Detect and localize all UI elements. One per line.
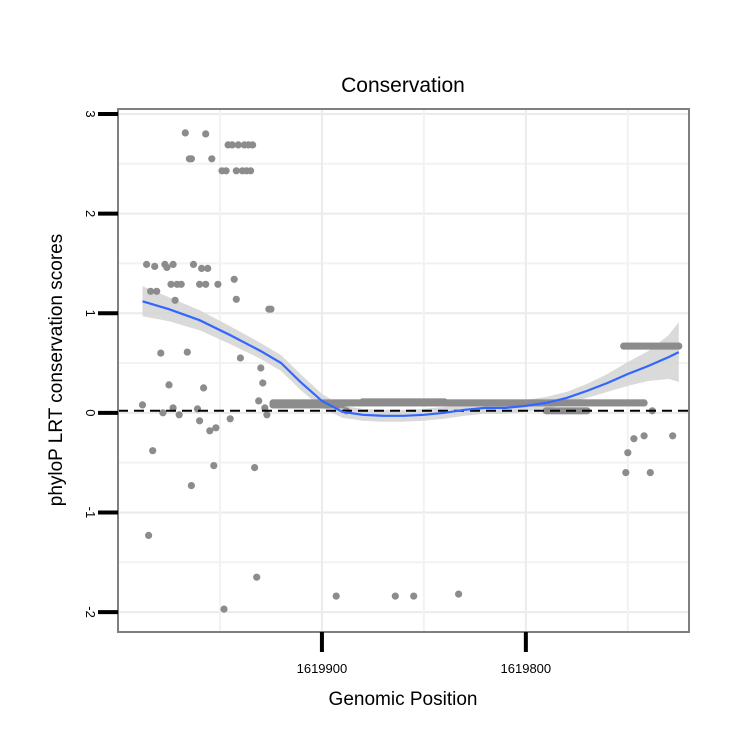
data-point	[208, 155, 216, 163]
data-point	[230, 275, 238, 283]
data-point	[440, 398, 448, 406]
y-tick-label: 2	[83, 210, 98, 217]
data-point	[204, 264, 212, 272]
data-point	[455, 590, 463, 598]
smooth-trend-line	[142, 300, 680, 417]
data-point	[332, 592, 340, 600]
data-point	[183, 348, 191, 356]
data-point	[175, 411, 183, 419]
data-point	[200, 384, 208, 392]
data-point	[165, 381, 173, 389]
data-point	[145, 531, 153, 540]
data-point	[187, 155, 195, 163]
data-point	[232, 167, 240, 175]
data-point	[675, 342, 683, 350]
data-point	[206, 427, 214, 435]
smooth-line	[142, 300, 680, 417]
y-tick-label: -1	[83, 507, 98, 519]
data-point	[202, 130, 210, 138]
data-point	[640, 432, 648, 440]
data-point	[222, 167, 230, 175]
data-point	[210, 462, 218, 470]
data-point	[410, 592, 418, 600]
data-point	[226, 415, 234, 423]
data-point	[646, 469, 654, 477]
data-point	[177, 280, 185, 288]
data-point	[138, 401, 147, 409]
data-point	[159, 409, 167, 417]
data-point	[198, 264, 206, 272]
data-point	[338, 401, 346, 409]
data-point	[236, 354, 244, 362]
data-point	[143, 260, 151, 268]
plot-background	[118, 109, 689, 632]
data-point	[255, 397, 263, 405]
x-axis-title: Genomic Position	[329, 689, 478, 710]
data-point	[181, 129, 189, 137]
data-point	[391, 592, 399, 600]
data-point	[171, 296, 179, 304]
data-point	[263, 411, 271, 419]
data-point	[151, 262, 159, 270]
y-axis-title: phyloP LRT conservation scores	[46, 234, 67, 507]
data-point	[234, 141, 242, 149]
data-point	[249, 141, 257, 149]
data-point	[157, 349, 165, 357]
data-point	[149, 447, 157, 455]
data-point	[259, 379, 267, 387]
data-point	[147, 287, 155, 295]
data-point	[220, 605, 228, 613]
y-axis: -2 -1 0 1 2 3	[83, 110, 118, 618]
data-point	[630, 435, 638, 443]
x-tick-label: 1619800	[501, 661, 552, 676]
x-tick-label: 1619900	[297, 661, 348, 676]
data-point	[153, 287, 161, 295]
data-point	[167, 280, 175, 288]
data-point	[214, 280, 222, 288]
data-point	[202, 280, 210, 288]
data-point	[169, 260, 177, 268]
data-point	[212, 424, 220, 432]
plot-border	[117, 108, 690, 633]
data-point	[253, 573, 261, 581]
y-tick-label: 3	[83, 110, 98, 117]
chart-title: Conservation	[341, 74, 465, 97]
data-point	[232, 295, 240, 303]
data-point	[228, 141, 236, 149]
y-tick-label: -2	[83, 606, 98, 618]
data-points	[138, 129, 683, 613]
data-point	[624, 449, 632, 457]
data-point	[267, 305, 275, 313]
data-point	[247, 167, 255, 175]
grid	[118, 109, 689, 632]
x-axis: 1619900 1619800	[297, 632, 552, 676]
data-point	[622, 469, 630, 477]
data-point	[257, 364, 265, 372]
data-point	[187, 482, 195, 490]
y-tick-label: 0	[83, 409, 98, 416]
data-point	[196, 417, 204, 425]
data-point	[251, 464, 259, 472]
data-point	[640, 399, 648, 407]
data-point	[196, 280, 204, 288]
data-point	[163, 263, 171, 271]
y-tick-label: 1	[83, 310, 98, 317]
data-point	[669, 432, 677, 440]
data-point	[189, 260, 198, 268]
